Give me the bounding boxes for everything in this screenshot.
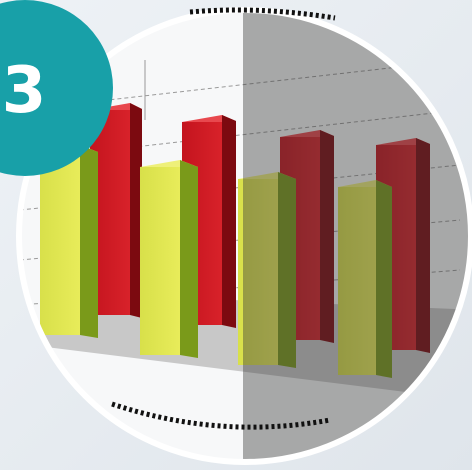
bottom-dots	[111, 401, 331, 430]
badge	[0, 0, 113, 176]
badge-label: 3	[2, 54, 47, 128]
green-bars	[40, 145, 392, 378]
top-dots	[189, 7, 336, 21]
